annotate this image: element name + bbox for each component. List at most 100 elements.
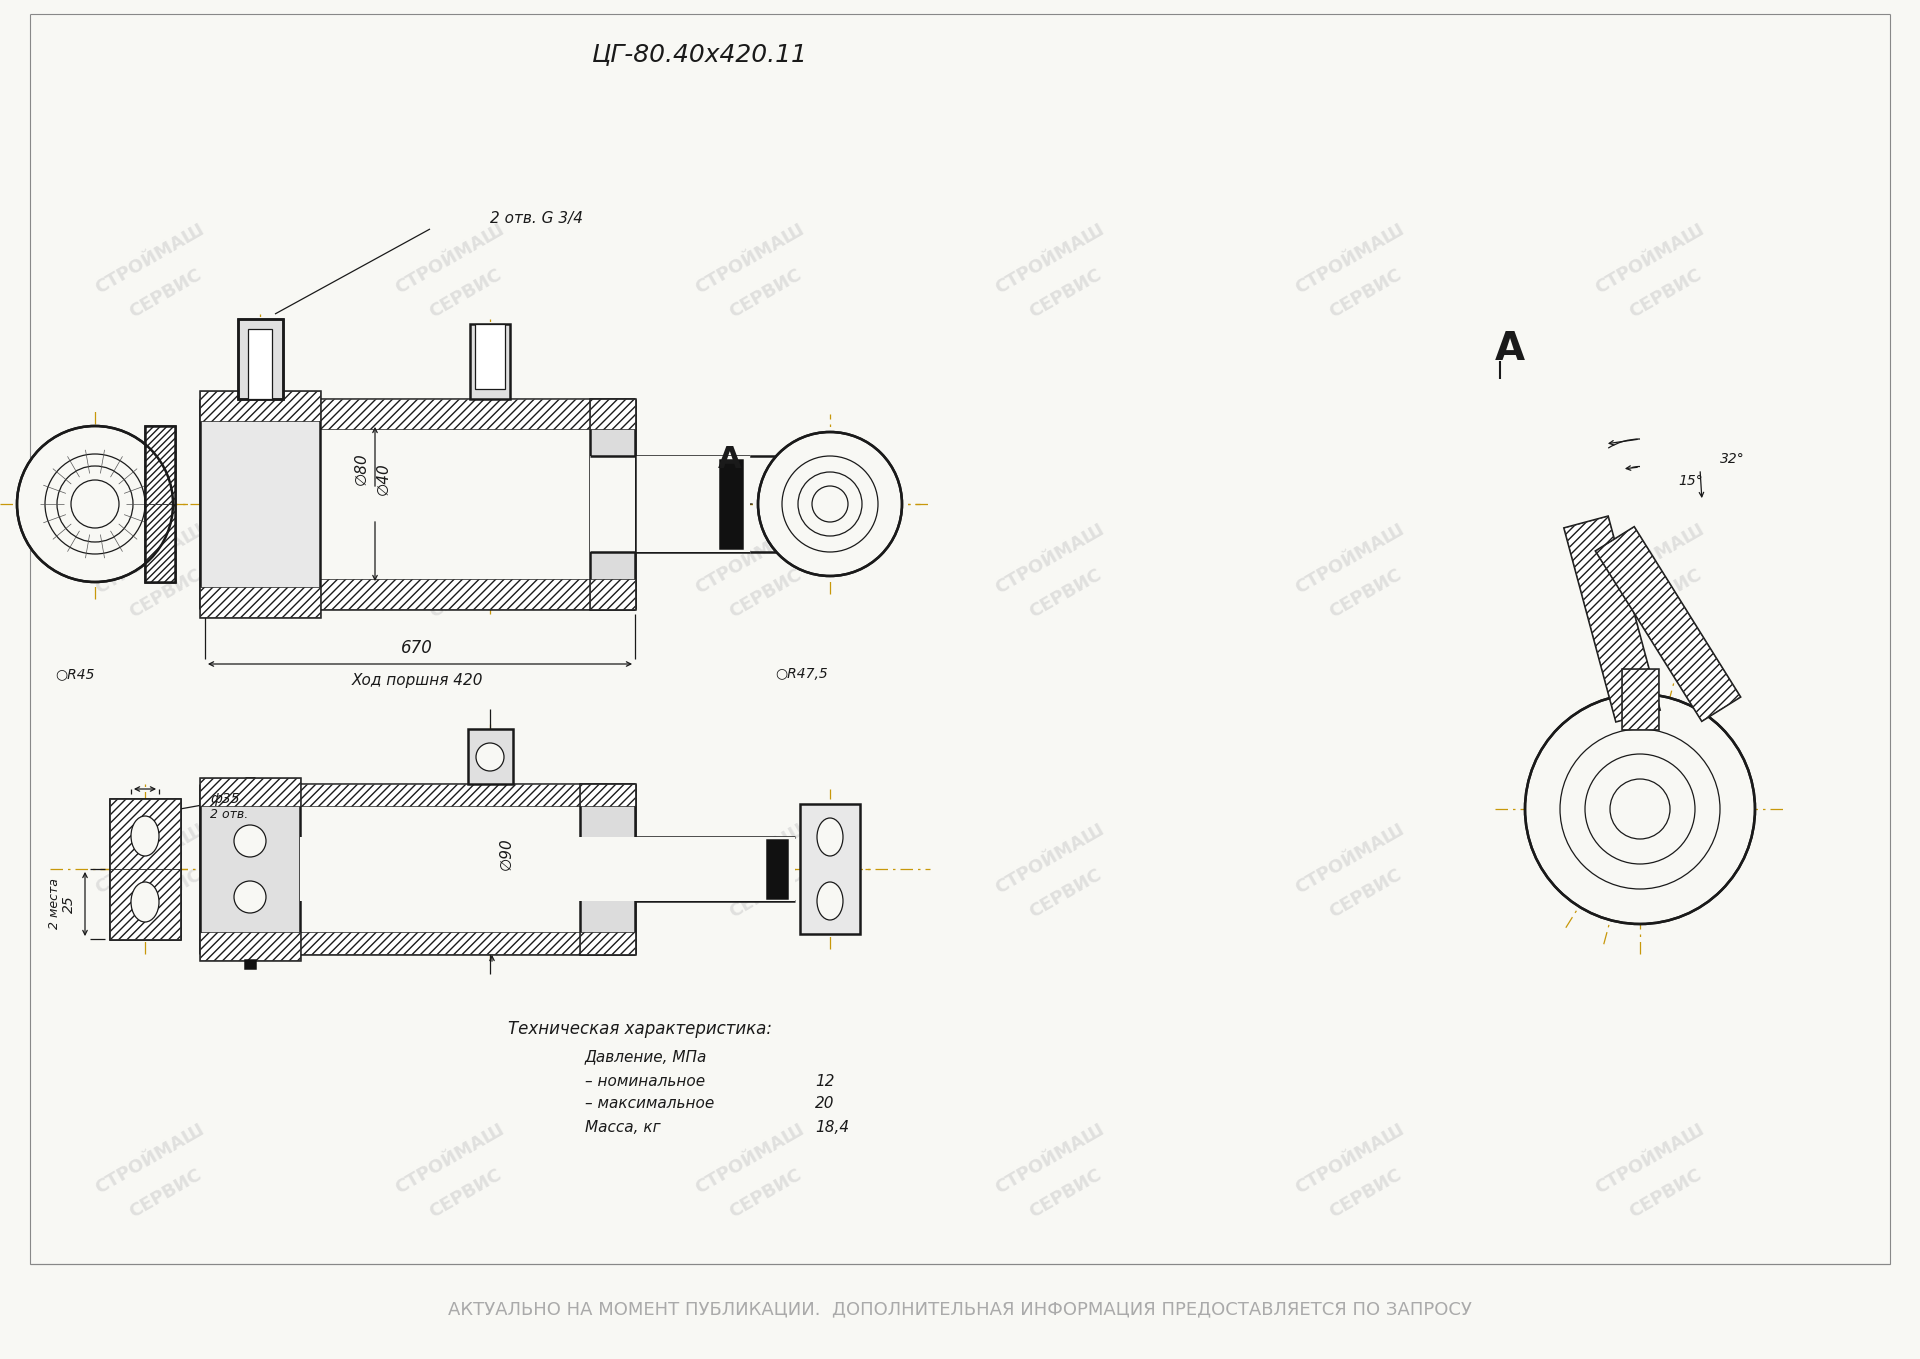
Circle shape xyxy=(17,425,173,582)
Circle shape xyxy=(799,472,862,535)
Polygon shape xyxy=(1596,527,1740,720)
Text: СТРОЙМАШ: СТРОЙМАШ xyxy=(392,1120,507,1197)
Text: ф35: ф35 xyxy=(209,792,240,806)
Bar xyxy=(246,959,255,968)
Bar xyxy=(1622,669,1659,728)
Bar xyxy=(248,329,273,400)
Ellipse shape xyxy=(131,882,159,921)
Text: АКТУАЛЬНО НА МОМЕНТ ПУБЛИКАЦИИ.  ДОПОЛНИТЕЛЬНАЯ ИНФОРМАЦИЯ ПРЕДОСТАВЛЯЕТСЯ ПО ЗА: АКТУАЛЬНО НА МОМЕНТ ПУБЛИКАЦИИ. ДОПОЛНИТ… xyxy=(447,1301,1473,1318)
Bar xyxy=(200,587,321,617)
Text: СЕРВИС: СЕРВИС xyxy=(726,266,804,322)
Bar xyxy=(146,425,175,582)
Bar xyxy=(720,459,741,548)
Text: СЕРВИС: СЕРВИС xyxy=(1025,866,1104,921)
Text: A: A xyxy=(1496,330,1524,368)
Bar xyxy=(200,400,636,429)
Text: – номинальное: – номинальное xyxy=(586,1074,705,1089)
Bar xyxy=(589,400,636,609)
Text: 670: 670 xyxy=(401,639,432,656)
Bar xyxy=(200,391,321,617)
Bar xyxy=(200,932,636,954)
Text: СТРОЙМАШ: СТРОЙМАШ xyxy=(693,220,808,298)
Bar xyxy=(580,784,636,806)
Text: СЕРВИС: СЕРВИС xyxy=(726,1166,804,1222)
Text: 20: 20 xyxy=(814,1095,835,1110)
Text: ∅90: ∅90 xyxy=(499,837,513,870)
Text: Техническая характеристика:: Техническая характеристика: xyxy=(509,1021,772,1038)
Text: СЕРВИС: СЕРВИС xyxy=(1626,866,1705,921)
Text: A: A xyxy=(718,444,741,473)
Text: СТРОЙМАШ: СТРОЙМАШ xyxy=(693,821,808,897)
Text: ○R45: ○R45 xyxy=(56,667,94,681)
Bar xyxy=(380,457,751,552)
Polygon shape xyxy=(1565,516,1659,722)
Bar xyxy=(468,728,513,784)
Text: СЕРВИС: СЕРВИС xyxy=(726,866,804,921)
Circle shape xyxy=(781,457,877,552)
Bar xyxy=(109,799,180,939)
Text: 2 отв.: 2 отв. xyxy=(209,807,248,821)
Bar xyxy=(200,391,321,617)
Text: СЕРВИС: СЕРВИС xyxy=(1025,567,1104,622)
Bar xyxy=(470,323,511,400)
Ellipse shape xyxy=(131,815,159,856)
Text: СТРОЙМАШ: СТРОЙМАШ xyxy=(92,520,207,598)
Bar xyxy=(109,799,180,868)
Text: СТРОЙМАШ: СТРОЙМАШ xyxy=(993,220,1108,298)
Text: СЕРВИС: СЕРВИС xyxy=(125,567,204,622)
Text: СЕРВИС: СЕРВИС xyxy=(726,567,804,622)
Bar xyxy=(766,840,787,898)
Text: СТРОЙМАШ: СТРОЙМАШ xyxy=(92,220,207,298)
Circle shape xyxy=(1611,779,1670,839)
Text: СЕРВИС: СЕРВИС xyxy=(125,1166,204,1222)
Text: Масса, кг: Масса, кг xyxy=(586,1120,660,1135)
Text: 12: 12 xyxy=(814,1074,835,1089)
Text: СТРОЙМАШ: СТРОЙМАШ xyxy=(1592,220,1707,298)
Bar xyxy=(200,400,636,609)
Circle shape xyxy=(758,432,902,576)
Text: СТРОЙМАШ: СТРОЙМАШ xyxy=(1592,520,1707,598)
Bar xyxy=(580,784,636,954)
Circle shape xyxy=(58,466,132,542)
Bar xyxy=(474,323,505,389)
Text: СЕРВИС: СЕРВИС xyxy=(1325,1166,1404,1222)
Text: ○R47,5: ○R47,5 xyxy=(776,667,828,681)
Text: СЕРВИС: СЕРВИС xyxy=(1626,567,1705,622)
Bar xyxy=(801,805,860,934)
Text: СЕРВИС: СЕРВИС xyxy=(1325,266,1404,322)
Text: 25: 25 xyxy=(61,896,77,913)
Text: 2 отв. G 3/4: 2 отв. G 3/4 xyxy=(490,212,584,227)
Bar xyxy=(238,319,282,400)
Text: СТРОЙМАШ: СТРОЙМАШ xyxy=(993,520,1108,598)
Text: СЕРВИС: СЕРВИС xyxy=(1626,266,1705,322)
Text: СТРОЙМАШ: СТРОЙМАШ xyxy=(92,821,207,897)
Circle shape xyxy=(71,480,119,529)
Text: СТРОЙМАШ: СТРОЙМАШ xyxy=(1292,520,1407,598)
Text: 15°: 15° xyxy=(1678,474,1703,488)
Polygon shape xyxy=(1596,527,1740,720)
Text: СТРОЙМАШ: СТРОЙМАШ xyxy=(392,821,507,897)
Bar xyxy=(109,799,180,939)
Text: СТРОЙМАШ: СТРОЙМАШ xyxy=(693,520,808,598)
Text: СТРОЙМАШ: СТРОЙМАШ xyxy=(392,520,507,598)
Text: ЦГ-80.40х420.11: ЦГ-80.40х420.11 xyxy=(591,42,808,67)
Text: ∅40: ∅40 xyxy=(376,462,390,496)
Bar xyxy=(200,784,636,806)
Polygon shape xyxy=(1565,516,1659,722)
Bar xyxy=(589,400,636,429)
Bar xyxy=(238,319,282,400)
Text: СЕРВИС: СЕРВИС xyxy=(125,266,204,322)
Text: ∅80: ∅80 xyxy=(353,453,369,485)
Bar xyxy=(200,777,300,959)
Bar xyxy=(1622,669,1659,728)
Text: СЕРВИС: СЕРВИС xyxy=(1025,1166,1104,1222)
Circle shape xyxy=(234,881,267,913)
Text: СТРОЙМАШ: СТРОЙМАШ xyxy=(993,821,1108,897)
Bar xyxy=(200,777,300,806)
Text: СЕРВИС: СЕРВИС xyxy=(1325,567,1404,622)
Text: СЕРВИС: СЕРВИС xyxy=(426,1166,505,1222)
Circle shape xyxy=(1524,694,1755,924)
Ellipse shape xyxy=(818,818,843,856)
Text: СТРОЙМАШ: СТРОЙМАШ xyxy=(392,220,507,298)
Circle shape xyxy=(44,454,146,554)
